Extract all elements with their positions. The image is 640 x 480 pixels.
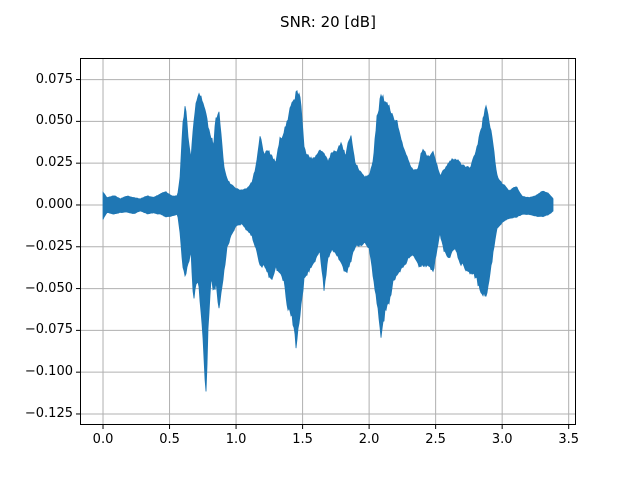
x-tick-label: 2.0 [358, 432, 380, 447]
axes-spines [80, 58, 576, 425]
x-tick-label: 0.5 [159, 432, 180, 447]
y-tick-label: 0.075 [35, 71, 73, 87]
y-tick-label: −0.100 [24, 364, 73, 380]
y-tick-label: −0.025 [24, 238, 73, 254]
y-tick-label: 0.025 [35, 155, 73, 171]
axes-plot-area [76, 58, 576, 429]
x-tick-label: 3.5 [558, 432, 580, 447]
y-tick-label: −0.125 [24, 405, 73, 421]
x-tick-label: 2.5 [425, 432, 446, 447]
plot-title: SNR: 20 [dB] [280, 13, 376, 31]
x-tick-label: 0.0 [92, 432, 114, 447]
y-tick-label: 0.050 [35, 113, 73, 129]
tick-marks [76, 79, 570, 429]
x-tick-label: 1.0 [225, 432, 247, 447]
x-tick-label: 3.0 [491, 432, 513, 447]
y-tick-label: −0.050 [24, 280, 73, 296]
y-tick-label: 0.000 [35, 196, 73, 212]
waveform-series [102, 89, 554, 392]
x-tick-label: 1.5 [292, 432, 313, 447]
y-tick-label: −0.075 [24, 322, 73, 338]
